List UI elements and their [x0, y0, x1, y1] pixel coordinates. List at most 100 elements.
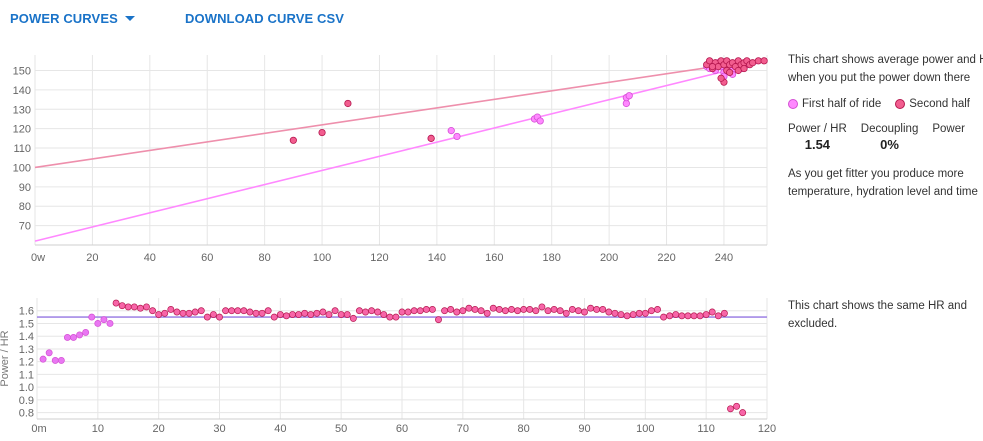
ratio-point [617, 311, 625, 319]
ratio-point [477, 307, 485, 315]
stat-decoupling-label: Decoupling [860, 123, 919, 135]
power-hr-scatter-chart: 70 80 90 100 110 120 130 140 150 0w 20 40 60 80 100 120… [13, 55, 768, 264]
ratio-point [337, 311, 345, 319]
ratio-point [404, 308, 412, 316]
ratio-point [654, 306, 661, 313]
y-tick-label: 1.1 [19, 369, 34, 381]
ratio-point [714, 312, 722, 320]
bottom-chart-description-line1: This chart shows the same HR and [788, 300, 967, 312]
ratio-point [143, 303, 150, 311]
ratio-point [240, 307, 248, 315]
ratio-point [398, 308, 406, 316]
ratio-point [39, 355, 47, 363]
ratio-point [647, 307, 655, 315]
ratio-point [70, 334, 77, 341]
first-half-swatch-icon [788, 99, 798, 109]
ratio-point [514, 307, 522, 315]
ratio-point [574, 307, 582, 315]
ratio-point [562, 309, 570, 317]
power-curves-label: POWER CURVES [10, 10, 118, 26]
y-tick-label: 0.8 [19, 408, 34, 420]
ratio-point [167, 306, 175, 313]
ratio-point [234, 307, 242, 315]
ratio-point [325, 311, 333, 319]
stat-power-label: Power [932, 123, 965, 135]
y-tick-label: 0.9 [19, 395, 34, 407]
ratio-point [252, 309, 260, 317]
ratio-point [459, 307, 467, 315]
first-half-point [536, 117, 544, 125]
ratio-point [660, 313, 668, 321]
ratio-point [331, 307, 339, 315]
ratio-point [666, 312, 674, 320]
y-tick-label: 1.2 [19, 357, 34, 369]
x-tick-label: 120 [370, 252, 388, 264]
ratio-point [209, 311, 217, 319]
ratio-point [270, 313, 278, 321]
ratio-point [301, 309, 309, 317]
y-tick-label: 100 [13, 162, 31, 174]
ratio-point [374, 308, 382, 316]
ratio-point [581, 308, 588, 316]
stat-power-hr-label: Power / HR [788, 123, 847, 135]
ratio-point [428, 306, 436, 313]
ratio-point [532, 307, 540, 315]
x-tick-label: 90 [578, 423, 590, 435]
ratio-point [355, 307, 363, 315]
ratio-point [276, 311, 284, 319]
ratio-point [222, 307, 230, 315]
ratio-point [538, 303, 546, 311]
ratio-point [45, 349, 53, 357]
ratio-point [191, 308, 199, 316]
ratio-point [568, 306, 576, 313]
top-chart-description-line2: when you put the power down there [788, 72, 971, 84]
ratio-point [179, 309, 187, 317]
ratio-point [739, 409, 747, 417]
legend-first-half[interactable]: First half of ride [788, 95, 881, 113]
ratio-point [690, 312, 698, 320]
x-tick-label: 160 [485, 252, 503, 264]
top-chart-legend: First half of ride Second half [788, 95, 983, 113]
second-half-point [289, 136, 297, 144]
ratio-point [112, 299, 120, 307]
bottom-chart-description-line2: excluded. [788, 318, 838, 330]
ratio-point [264, 307, 272, 315]
ratio-point [63, 334, 71, 341]
ratio-point [422, 306, 430, 313]
y-tick-label: 130 [13, 104, 31, 116]
stat-power-hr: Power / HR 1.54 [788, 121, 847, 153]
x-tick-label: 50 [335, 423, 347, 435]
x-tick-label: 200 [600, 252, 618, 264]
x-tick-label: 0w [31, 252, 45, 264]
ratio-point [520, 306, 528, 313]
y-tick-label: 120 [13, 124, 31, 136]
first-half-point [453, 132, 461, 141]
ratio-point [684, 312, 692, 320]
y-tick-label: 1.3 [19, 344, 34, 356]
power-curves-dropdown[interactable]: POWER CURVES [10, 11, 135, 26]
ratio-point [489, 304, 497, 312]
download-curve-csv-button[interactable]: DOWNLOAD CURVE CSV [185, 11, 344, 26]
top-chart-description-line1: This chart shows average power and HR [788, 54, 983, 66]
x-tick-label: 60 [201, 252, 213, 264]
y-tick-label: 140 [13, 85, 31, 97]
ratio-point [720, 309, 728, 317]
ratio-point [343, 311, 351, 319]
x-tick-label: 80 [518, 423, 530, 435]
ratio-point [197, 307, 205, 315]
ratio-point [246, 308, 254, 316]
x-tick-label: 100 [636, 423, 654, 435]
ratio-point [678, 312, 686, 320]
ratio-point [544, 307, 552, 315]
stats-row: Power / HR 1.54 Decoupling 0% Power [788, 121, 983, 153]
legend-second-half[interactable]: Second half [895, 95, 970, 113]
ratio-point [453, 308, 461, 316]
ratio-point [587, 304, 595, 312]
ratio-point [161, 309, 169, 317]
bottom-chart-grid [36, 298, 768, 419]
ratio-point [465, 304, 473, 312]
ratio-point [130, 303, 138, 311]
ratio-point [495, 306, 503, 313]
x-tick-label: 110 [697, 423, 715, 435]
stat-decoupling: Decoupling 0% [861, 121, 919, 153]
